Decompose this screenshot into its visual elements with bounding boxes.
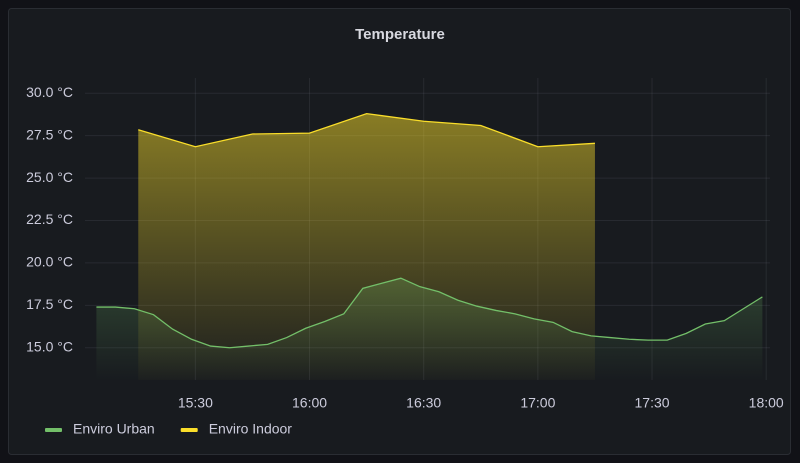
chart-title: Temperature	[355, 26, 445, 43]
y-tick-label: 17.5 °C	[26, 296, 73, 312]
series-line	[138, 112, 595, 148]
legend-label: Enviro Indoor	[209, 421, 293, 437]
legend-label: Enviro Urban	[73, 421, 155, 437]
legend-swatch	[45, 428, 62, 432]
x-tick-label: 18:00	[749, 395, 784, 411]
y-tick-label: 20.0 °C	[26, 254, 73, 270]
x-tick-label: 16:30	[406, 395, 441, 411]
y-tick-label: 30.0 °C	[26, 84, 73, 100]
y-tick-label: 27.5 °C	[26, 126, 73, 142]
area-fill	[96, 278, 763, 380]
series-line	[96, 277, 763, 349]
x-tick-label: 17:30	[635, 395, 670, 411]
y-tick-label: 22.5 °C	[26, 211, 73, 227]
x-tick-label: 17:00	[520, 395, 555, 411]
y-tick-label: 25.0 °C	[26, 169, 73, 185]
x-tick-label: 16:00	[292, 395, 327, 411]
x-tick-label: 15:30	[178, 395, 213, 411]
y-tick-label: 15.0 °C	[26, 338, 73, 354]
legend-swatch	[180, 428, 198, 432]
